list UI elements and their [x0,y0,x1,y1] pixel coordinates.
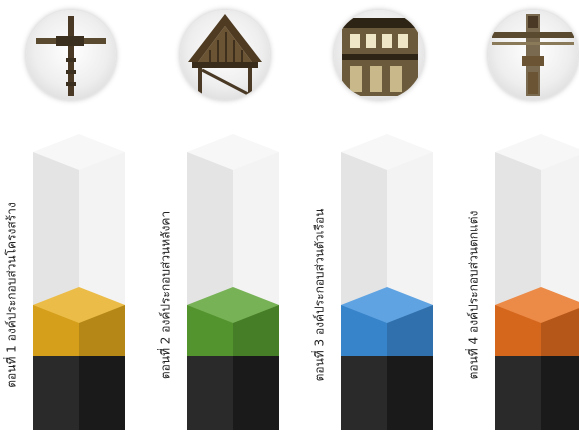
chart-column-3: ตอนที่ 3 องค์ประกอบส่วนตัวเรือน 25% [308,0,448,434]
category-label: ตอนที่ 3 องค์ประกอบส่วนตัวเรือน [312,208,327,382]
house-body-icon [334,10,424,100]
category-label: ตอนที่ 2 องค์ประกอบส่วนหลังคา [158,210,173,380]
data-label: 25% [221,394,255,410]
roof-icon [180,10,270,100]
category-label: ตอนที่ 1 องค์ประกอบส่วนโครงสร้าง [4,202,19,388]
chart-column-1: ตอนที่ 1 องค์ประกอบส่วนโครงสร้าง 25% [0,0,140,434]
category-label: ตอนที่ 4 องค์ประกอบส่วนตกแต่ง [466,210,481,380]
chart-column-4: ตอนที่ 4 องค์ประกอบส่วนตกแต่ง 25% [462,0,579,434]
chart-column-2: ตอนที่ 2 องค์ประกอบส่วนหลังคา 25% [154,0,294,434]
data-label: 25% [67,394,101,410]
structure-icon [26,10,116,100]
data-label: 25% [375,394,409,410]
data-label: 25% [529,394,563,410]
decoration-icon [488,10,578,100]
